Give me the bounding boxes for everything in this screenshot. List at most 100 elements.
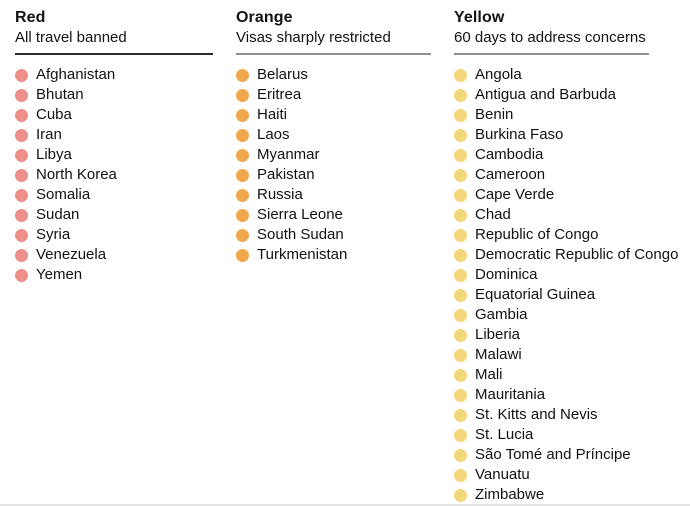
- list-item-country: Mauritania: [454, 385, 649, 405]
- list-item-country: Burkina Faso: [454, 125, 649, 145]
- country-name: Liberia: [475, 326, 521, 343]
- orange-category-dot-icon: [236, 228, 249, 242]
- list-item-country: Yemen: [15, 265, 213, 285]
- list-item-country: Myanmar: [236, 145, 431, 165]
- column-red-subtitle: All travel banned: [15, 29, 127, 46]
- list-item-country: Cape Verde: [454, 185, 649, 205]
- yellow-category-dot-icon: [454, 148, 467, 162]
- country-name: Sudan: [36, 206, 80, 223]
- country-name: Mali: [475, 366, 503, 383]
- list-item-country: Republic of Congo: [454, 225, 649, 245]
- list-item-country: Liberia: [454, 325, 649, 345]
- red-category-dot-icon: [15, 248, 28, 262]
- list-item-country: Equatorial Guinea: [454, 285, 649, 305]
- country-name: Iran: [36, 126, 62, 143]
- list-item-country: Cuba: [15, 105, 213, 125]
- column-red-title: Red: [15, 9, 46, 26]
- yellow-category-dot-icon: [454, 468, 467, 482]
- orange-category-dot-icon: [236, 88, 249, 102]
- list-item-country: Eritrea: [236, 85, 431, 105]
- yellow-category-dot-icon: [454, 488, 467, 502]
- list-item-country: Antigua and Barbuda: [454, 85, 649, 105]
- country-name: Angola: [475, 66, 522, 83]
- orange-category-dot-icon: [236, 128, 249, 142]
- list-item-country: Libya: [15, 145, 213, 165]
- list-item-country: Democratic Republic of Congo: [454, 245, 678, 265]
- country-name: Gambia: [475, 306, 528, 323]
- list-item-country: Zimbabwe: [454, 485, 649, 505]
- list-item-country: Afghanistan: [15, 65, 213, 85]
- orange-category-dot-icon: [236, 188, 249, 202]
- column-yellow: Yellow 60 days to address concerns Angol…: [454, 9, 678, 505]
- list-item-country: Belarus: [236, 65, 431, 85]
- country-name: Yemen: [36, 266, 83, 283]
- list-item-country: South Sudan: [236, 225, 431, 245]
- country-name: South Sudan: [257, 226, 344, 243]
- country-name: Republic of Congo: [475, 226, 599, 243]
- country-name: Democratic Republic of Congo: [475, 246, 679, 263]
- red-category-dot-icon: [15, 68, 28, 82]
- orange-category-dot-icon: [236, 168, 249, 182]
- country-list-orange: Belarus Eritrea Haiti Laos Myanmar Pakistan Ru…: [236, 65, 431, 265]
- column-orange-title: Orange: [236, 9, 293, 26]
- column-yellow-subtitle: 60 days to address concerns: [454, 29, 646, 46]
- country-name: Vanuatu: [475, 466, 530, 483]
- red-category-dot-icon: [15, 268, 28, 282]
- list-item-country: Haiti: [236, 105, 431, 125]
- country-name: Bhutan: [36, 86, 84, 103]
- red-category-dot-icon: [15, 88, 28, 102]
- column-orange-subtitle: Visas sharply restricted: [236, 29, 391, 46]
- country-name: Cambodia: [475, 146, 544, 163]
- yellow-category-dot-icon: [454, 168, 467, 182]
- yellow-category-dot-icon: [454, 68, 467, 82]
- country-name: North Korea: [36, 166, 117, 183]
- yellow-category-dot-icon: [454, 408, 467, 422]
- country-name: Afghanistan: [36, 66, 116, 83]
- list-item-country: Pakistan: [236, 165, 431, 185]
- yellow-category-dot-icon: [454, 388, 467, 402]
- list-item-country: Russia: [236, 185, 431, 205]
- country-name: Haiti: [257, 106, 288, 123]
- header-divider-red: [15, 53, 213, 55]
- red-category-dot-icon: [15, 188, 28, 202]
- country-name: Somalia: [36, 186, 91, 203]
- list-item-country: Laos: [236, 125, 431, 145]
- list-item-country: Benin: [454, 105, 649, 125]
- country-name: Dominica: [475, 266, 538, 283]
- country-name: Mauritania: [475, 386, 546, 403]
- list-item-country: Sudan: [15, 205, 213, 225]
- red-category-dot-icon: [15, 168, 28, 182]
- country-name: St. Kitts and Nevis: [475, 406, 598, 423]
- orange-category-dot-icon: [236, 68, 249, 82]
- red-category-dot-icon: [15, 108, 28, 122]
- country-name: St. Lucia: [475, 426, 534, 443]
- header-divider-yellow: [454, 53, 649, 55]
- yellow-category-dot-icon: [454, 428, 467, 442]
- list-item-country: Iran: [15, 125, 213, 145]
- list-item-country: Mali: [454, 365, 649, 385]
- list-item-country: Vanuatu: [454, 465, 649, 485]
- list-item-country: Cambodia: [454, 145, 649, 165]
- yellow-category-dot-icon: [454, 288, 467, 302]
- yellow-category-dot-icon: [454, 248, 467, 262]
- list-item-country: Turkmenistan: [236, 245, 431, 265]
- country-name: Myanmar: [257, 146, 320, 163]
- list-item-country: Sierra Leone: [236, 205, 431, 225]
- country-name: Zimbabwe: [475, 486, 545, 503]
- yellow-category-dot-icon: [454, 268, 467, 282]
- orange-category-dot-icon: [236, 108, 249, 122]
- country-name: Benin: [475, 106, 514, 123]
- yellow-category-dot-icon: [454, 208, 467, 222]
- country-name: Pakistan: [257, 166, 315, 183]
- country-name: Cameroon: [475, 166, 546, 183]
- column-red: Red All travel banned Afghanistan Bhutan C…: [15, 9, 213, 505]
- list-item-country: Dominica: [454, 265, 649, 285]
- list-item-country: Angola: [454, 65, 649, 85]
- list-item-country: Cameroon: [454, 165, 649, 185]
- country-name: Antigua and Barbuda: [475, 86, 616, 103]
- header-divider-orange: [236, 53, 431, 55]
- yellow-category-dot-icon: [454, 88, 467, 102]
- yellow-category-dot-icon: [454, 108, 467, 122]
- orange-category-dot-icon: [236, 248, 249, 262]
